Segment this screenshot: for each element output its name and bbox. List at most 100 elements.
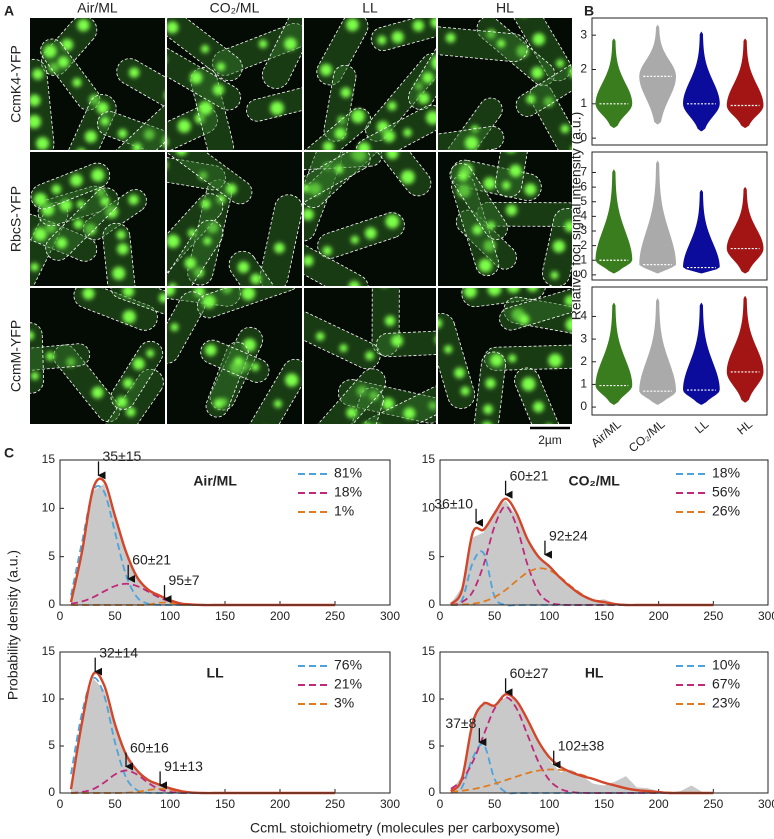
- fluorescent-focus: [365, 351, 375, 361]
- cell-outline: [323, 64, 357, 142]
- fluorescent-focus: [284, 373, 299, 387]
- cell: [167, 219, 224, 286]
- cell-outline: [449, 163, 508, 240]
- x-tick-label: 300: [758, 797, 774, 811]
- fluorescent-focus: [485, 378, 496, 389]
- cell: [106, 97, 165, 150]
- micrograph: [304, 152, 436, 286]
- cell-body: [30, 163, 110, 209]
- cell-outline: [355, 104, 436, 150]
- cell: [167, 43, 242, 111]
- legend-label: 56%: [712, 484, 740, 500]
- fluorescent-focus: [334, 127, 346, 140]
- micrograph: [167, 18, 302, 150]
- y-tick-label: 10: [42, 691, 56, 705]
- cell-outline: [375, 330, 436, 358]
- fluorescent-focus: [391, 31, 404, 44]
- cell: [73, 288, 158, 331]
- fluorescent-focus: [96, 101, 109, 115]
- cell-outline: [455, 209, 517, 270]
- x-tick-label: 300: [380, 609, 400, 623]
- cell-body: [30, 214, 97, 262]
- cell-outline: [37, 185, 109, 227]
- fluorescent-focus: [158, 293, 165, 303]
- fluorescent-focus: [509, 164, 522, 178]
- fluorescent-focus: [77, 18, 90, 32]
- cell: [311, 368, 387, 424]
- violin: [595, 302, 633, 405]
- y-tick-label: 10: [422, 691, 436, 705]
- fluorescent-focus: [505, 204, 518, 216]
- cell-outline: [476, 18, 556, 87]
- fluorescent-focus: [198, 101, 213, 116]
- cell-outline: [473, 351, 507, 424]
- x-tick-label: 100: [539, 797, 559, 811]
- fluorescent-focus: [146, 349, 155, 358]
- cell: [450, 159, 542, 201]
- fluorescent-focus: [122, 288, 135, 298]
- cell-outline: [484, 344, 572, 371]
- annotation-label: 60±21: [510, 467, 549, 483]
- fluorescent-focus: [464, 136, 479, 150]
- annotation-label: 60±16: [130, 739, 169, 755]
- fluorescent-focus: [43, 44, 57, 58]
- row-label: CcmK4-YFP: [8, 45, 24, 123]
- fluorescent-focus: [507, 288, 520, 294]
- cell-outline: [345, 387, 384, 424]
- fluorescent-focus: [304, 255, 314, 267]
- cell: [408, 37, 436, 111]
- panel-label: C: [4, 445, 14, 461]
- x-tick-label: Air/ML: [588, 417, 624, 450]
- y-tick-label: 10: [422, 501, 436, 515]
- x-tick-label: 250: [703, 797, 723, 811]
- cell-body: [408, 37, 436, 110]
- fluorescent-focus: [30, 330, 35, 341]
- fluorescent-focus: [487, 288, 502, 296]
- fluorescent-focus: [100, 196, 110, 207]
- fluorescent-focus: [84, 130, 98, 143]
- cell-body: [323, 65, 356, 142]
- violin: [639, 160, 676, 274]
- cell-outline: [243, 358, 302, 424]
- cell-body: [167, 291, 205, 364]
- fluorescent-focus: [213, 398, 224, 409]
- cell-outline: [187, 179, 233, 286]
- cell-outline: [167, 152, 253, 205]
- cell-outline: [311, 368, 387, 424]
- legend-label: 3%: [334, 695, 354, 711]
- x-tick-label: 0: [57, 797, 64, 811]
- fluorescent-focus: [132, 357, 145, 370]
- y-tick-label: 15: [42, 452, 56, 466]
- fluorescent-focus: [414, 82, 423, 91]
- fluorescent-focus: [200, 199, 211, 209]
- cell-outline: [40, 18, 98, 76]
- x-tick-label: 0: [57, 609, 64, 623]
- cell-outline: [53, 344, 121, 423]
- cell: [91, 368, 164, 424]
- cell-body: [190, 67, 234, 150]
- violin: [726, 296, 764, 403]
- fluorescent-focus: [41, 202, 55, 216]
- y-tick-label: 0: [580, 267, 587, 281]
- x-tick-label: 300: [380, 797, 400, 811]
- fluorescent-focus: [125, 407, 136, 417]
- cell-outline: [450, 159, 542, 201]
- fluorescent-focus: [116, 396, 128, 408]
- y-tick-label: 4: [580, 209, 587, 223]
- component-line: [70, 582, 336, 606]
- cell: [212, 23, 302, 76]
- fluorescent-focus: [32, 68, 44, 80]
- cell-body: [110, 341, 163, 410]
- cell: [355, 104, 436, 150]
- y-tick-label: 3: [580, 27, 587, 41]
- cell: [375, 330, 436, 358]
- cell: [476, 18, 556, 87]
- fluorescent-focus: [270, 101, 284, 116]
- micrograph: [438, 18, 572, 150]
- cell: [243, 358, 302, 424]
- fluorescent-focus: [508, 354, 517, 363]
- cell: [438, 313, 476, 409]
- cell: [304, 308, 381, 370]
- cell-body: [374, 152, 431, 196]
- fluorescent-focus: [177, 119, 191, 133]
